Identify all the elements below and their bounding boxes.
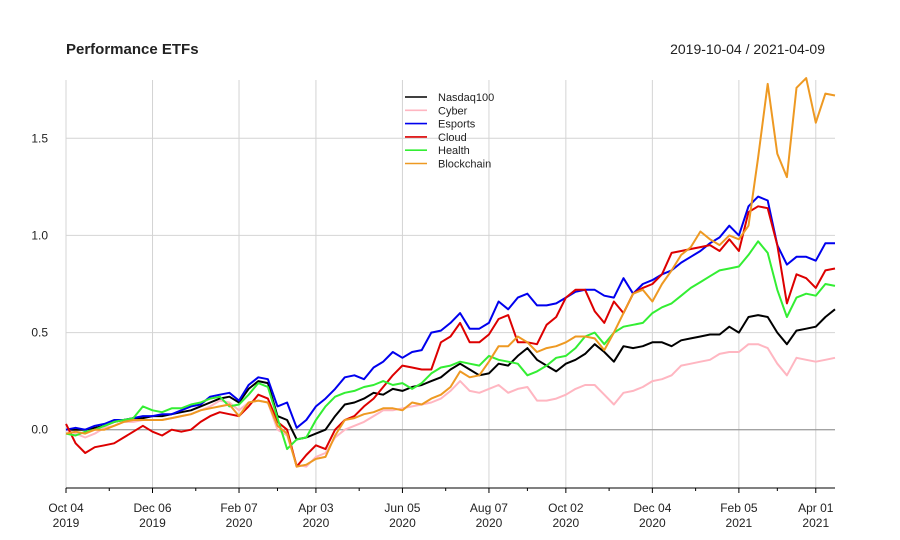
y-tick-label: 0.5 — [31, 326, 48, 340]
x-tick-year: 2019 — [53, 516, 80, 530]
x-tick-label: Feb 07 — [220, 501, 258, 515]
series-line-health — [65, 240, 836, 451]
x-tick-label: Aug 07 — [470, 501, 508, 515]
y-tick-label: 0.0 — [31, 423, 48, 437]
legend-label-esports: Esports — [438, 119, 476, 131]
series-line-cyber — [65, 343, 836, 468]
legend-label-nasdaq100: Nasdaq100 — [438, 92, 494, 104]
y-tick-label: 1.5 — [31, 131, 48, 145]
x-tick-label: Apr 01 — [798, 501, 834, 515]
series-line-blockchain — [65, 77, 836, 468]
x-tick-year: 2019 — [139, 516, 166, 530]
legend-label-blockchain: Blockchain — [438, 159, 491, 171]
x-tick-year: 2020 — [476, 516, 503, 530]
y-axis: 0.0 0.5 1.0 1.5 — [31, 131, 48, 436]
vertical-gridlines — [65, 80, 817, 488]
legend-label-cloud: Cloud — [438, 132, 467, 144]
x-tick-year: 2021 — [802, 516, 829, 530]
x-tick-year: 2020 — [389, 516, 416, 530]
x-tick-year: 2020 — [552, 516, 579, 530]
x-tick-year: 2020 — [639, 516, 666, 530]
x-tick-year: 2020 — [303, 516, 330, 530]
x-tick-year: 2021 — [726, 516, 753, 530]
x-tick-label: Oct 02 — [548, 501, 584, 515]
series-line-cloud — [65, 205, 836, 468]
x-tick-label: Oct 04 — [48, 501, 84, 515]
date-range: 2019-10-04 / 2021-04-09 — [670, 41, 825, 57]
x-tick-year: 2020 — [226, 516, 253, 530]
legend-label-cyber: Cyber — [438, 105, 468, 117]
x-tick-label: Apr 03 — [298, 501, 334, 515]
series-line-esports — [65, 195, 835, 431]
x-tick-label: Dec 06 — [133, 501, 171, 515]
chart-title: Performance ETFs — [66, 41, 199, 58]
series-lines — [65, 77, 836, 468]
series-line-nasdaq100 — [66, 308, 836, 441]
x-tick-label: Feb 05 — [720, 501, 758, 515]
y-tick-label: 1.0 — [31, 228, 48, 242]
x-tick-label: Dec 04 — [633, 501, 671, 515]
x-tick-label: Jun 05 — [384, 501, 420, 515]
legend-label-health: Health — [438, 145, 470, 157]
